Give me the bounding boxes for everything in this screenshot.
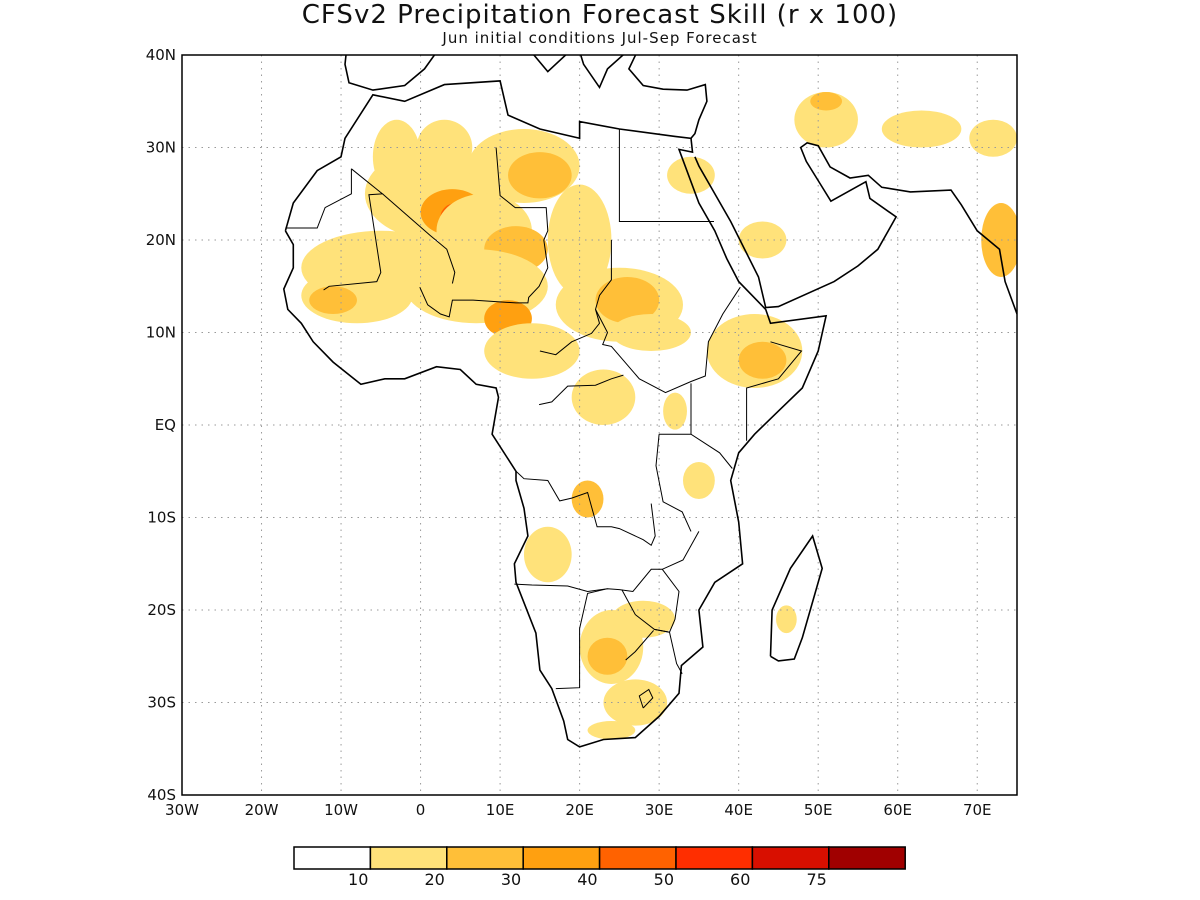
colorbar-swatch xyxy=(751,846,830,870)
skill-region xyxy=(571,480,604,518)
lat-tick-label: EQ xyxy=(155,416,176,434)
colorbar-swatch xyxy=(369,846,448,870)
colorbar-swatch xyxy=(446,846,524,870)
skill-region xyxy=(663,392,687,430)
colorbar-swatch xyxy=(675,846,754,870)
country-border xyxy=(515,470,656,547)
lon-tick-label: 70E xyxy=(963,801,992,819)
lat-tick-label: 20N xyxy=(146,231,176,249)
colorbar-swatch xyxy=(598,846,677,870)
colorbar-swatch xyxy=(828,846,906,870)
colorbar-label: 30 xyxy=(501,870,521,889)
country-border xyxy=(654,628,683,675)
country-border xyxy=(638,688,654,709)
colorbar-swatch xyxy=(293,846,372,870)
colorbar-label: 60 xyxy=(730,870,750,889)
asia-coastline xyxy=(694,142,1017,315)
skill-region xyxy=(309,286,357,314)
skill-region xyxy=(881,110,962,148)
mediterranean-coastline xyxy=(344,55,708,139)
map-subtitle: Jun initial conditions Jul-Sep Forecast xyxy=(442,29,758,47)
lat-tick-label: 10S xyxy=(147,509,176,527)
lon-tick-label: 10W xyxy=(324,801,358,819)
lat-tick-label: 40N xyxy=(146,46,176,64)
skill-region xyxy=(969,119,1017,157)
skill-region xyxy=(794,92,858,148)
lat-tick-label: 30N xyxy=(146,139,176,157)
lat-tick-label: 30S xyxy=(147,694,176,712)
lon-tick-label: 60E xyxy=(883,801,912,819)
skill-region xyxy=(587,721,636,740)
map-title: CFSv2 Precipitation Forecast Skill (r x … xyxy=(301,0,899,30)
plot-frame xyxy=(181,54,1018,796)
country-border xyxy=(579,588,608,629)
skill-region xyxy=(738,221,787,259)
lat-tick-label: 40S xyxy=(147,786,176,804)
skill-region xyxy=(981,203,1017,277)
skill-region xyxy=(810,92,843,111)
colorbar-label: 40 xyxy=(577,870,597,889)
skill-region xyxy=(603,679,668,726)
colorbar-label: 50 xyxy=(654,870,674,889)
skill-region xyxy=(683,462,715,499)
colorbar-label: 75 xyxy=(806,870,826,889)
country-border xyxy=(625,630,654,661)
skill-region xyxy=(667,156,715,194)
country-border xyxy=(594,240,741,394)
skill-region xyxy=(508,152,572,199)
skill-region xyxy=(587,637,628,675)
lon-tick-label: 50E xyxy=(804,801,833,819)
country-border xyxy=(659,433,733,469)
lon-tick-label: 20E xyxy=(565,801,594,819)
country-border xyxy=(746,341,803,441)
skill-region xyxy=(523,526,572,583)
lon-tick-label: 30E xyxy=(645,801,674,819)
lon-tick-label: 30W xyxy=(165,801,199,819)
country-border xyxy=(382,193,456,284)
skill-region xyxy=(738,341,787,379)
lat-tick-label: 20S xyxy=(147,601,176,619)
colorbar-label: 20 xyxy=(424,870,444,889)
country-border xyxy=(514,531,700,593)
country-border xyxy=(618,129,714,222)
colorbar-label: 10 xyxy=(348,870,368,889)
skill-region xyxy=(776,605,797,634)
skill-region xyxy=(571,369,636,425)
country-border xyxy=(285,168,352,229)
skill-region xyxy=(611,600,676,638)
lat-tick-label: 10N xyxy=(146,324,176,342)
country-border xyxy=(538,374,624,406)
lon-tick-label: 20W xyxy=(245,801,279,819)
lon-tick-label: 0 xyxy=(416,801,426,819)
lon-tick-label: 10E xyxy=(486,801,515,819)
skill-region xyxy=(595,277,660,324)
country-border xyxy=(655,434,692,532)
country-border xyxy=(539,309,601,356)
colorbar-swatch xyxy=(522,846,601,870)
madagascar-coastline xyxy=(769,534,824,662)
africa-coastline xyxy=(282,80,828,748)
lon-tick-label: 40E xyxy=(724,801,753,819)
country-border xyxy=(419,147,549,318)
country-border xyxy=(555,628,581,690)
skill-region xyxy=(484,323,580,379)
